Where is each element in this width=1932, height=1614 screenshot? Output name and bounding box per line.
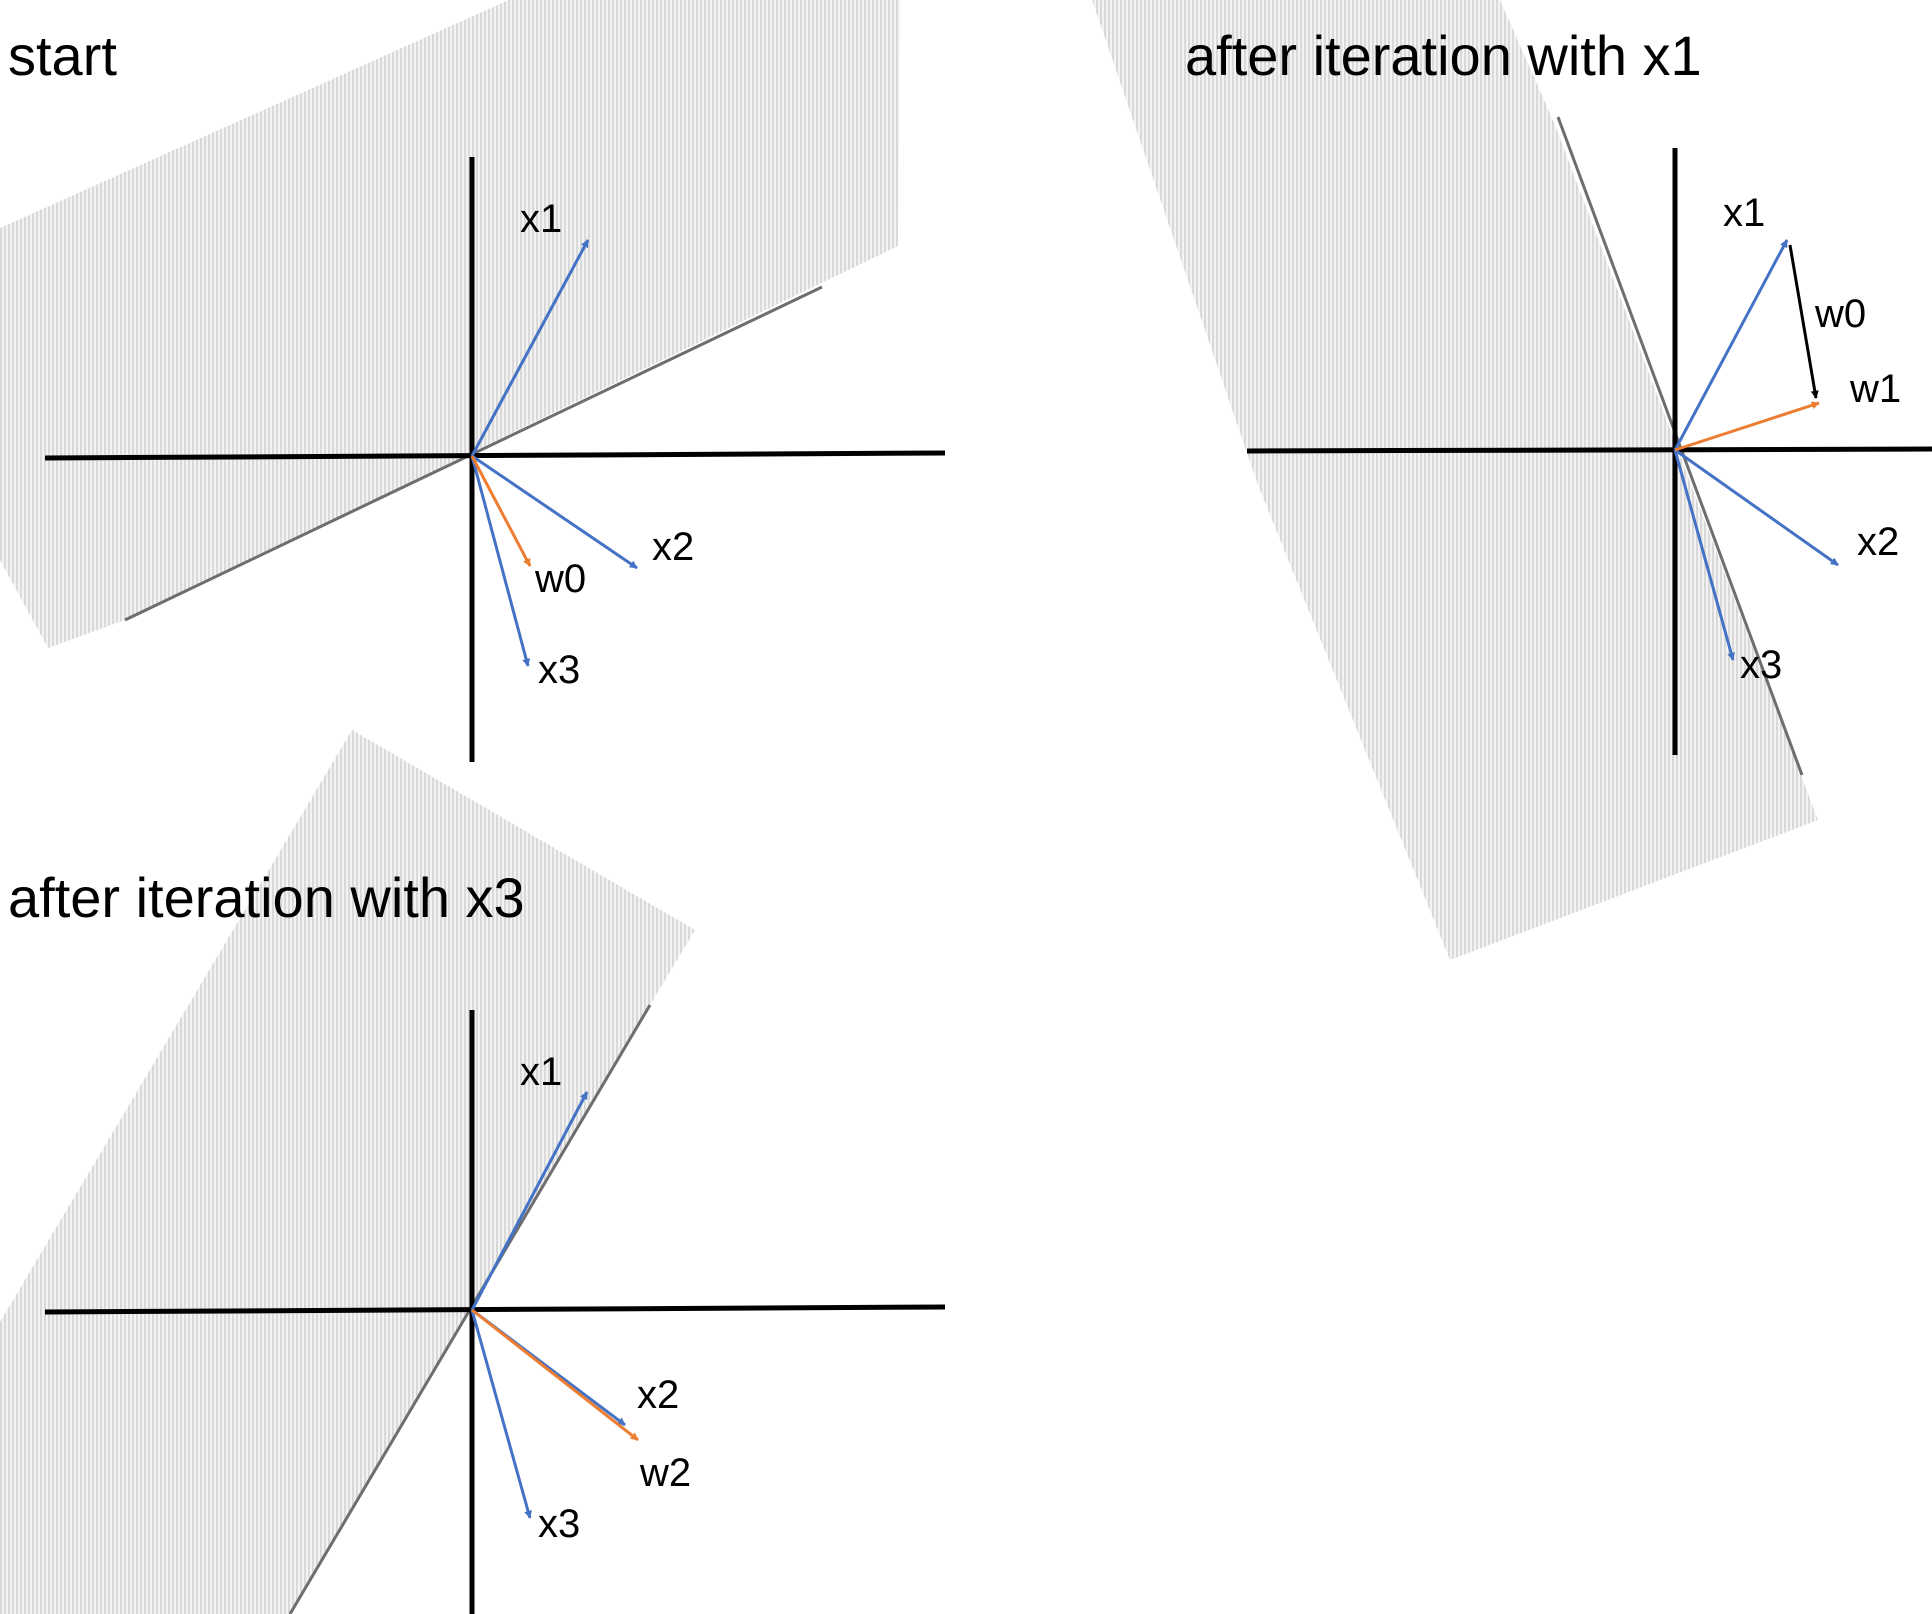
vector-x1: [1673, 239, 1789, 451]
vector-x3: [470, 1309, 532, 1519]
x-axis: [1246, 446, 1932, 454]
label-x2: x2: [1857, 520, 1899, 564]
label-x1: x1: [520, 1050, 562, 1094]
label-x1: x1: [520, 197, 562, 241]
vector-x1: [470, 239, 590, 457]
panel-start: start x1 x2 x3 w0: [0, 0, 946, 762]
vector-x3: [1673, 449, 1735, 661]
vector-w0-update: [1788, 244, 1819, 399]
panel-title: after iteration with x3: [8, 866, 525, 929]
label-x2: x2: [652, 525, 694, 569]
vector-x2: [471, 454, 638, 570]
label-x3: x3: [538, 648, 580, 692]
panel-after-x3: after iteration with x3 x1 x2 x3 w2: [0, 730, 946, 1614]
positive-region: [0, 730, 695, 1614]
vector-w0: [470, 455, 532, 567]
panel-title: start: [8, 24, 117, 87]
vector-x1: [470, 1091, 589, 1311]
label-w0: w0: [534, 557, 586, 601]
label-w0: w0: [1814, 292, 1866, 336]
vector-w2: [471, 1308, 639, 1442]
x-axis: [44, 450, 946, 461]
panel-title: after iteration with x1: [1185, 24, 1702, 87]
label-w1: w1: [1849, 367, 1901, 411]
panel-after-x1: after iteration with x1 x1 x2 x3 w0 w1: [1092, 0, 1932, 960]
decision-boundary: [1556, 116, 1804, 776]
vector-w1: [1674, 401, 1820, 452]
label-x2: x2: [637, 1373, 679, 1417]
label-x3: x3: [538, 1502, 580, 1546]
positive-region: [1092, 0, 1818, 960]
vector-x3: [470, 455, 531, 667]
vector-x2: [1674, 448, 1839, 567]
label-w2: w2: [639, 1451, 691, 1495]
x-axis: [44, 1304, 946, 1315]
label-x3: x3: [1740, 643, 1782, 687]
label-x1: x1: [1723, 191, 1765, 235]
positive-region: [0, 0, 900, 648]
